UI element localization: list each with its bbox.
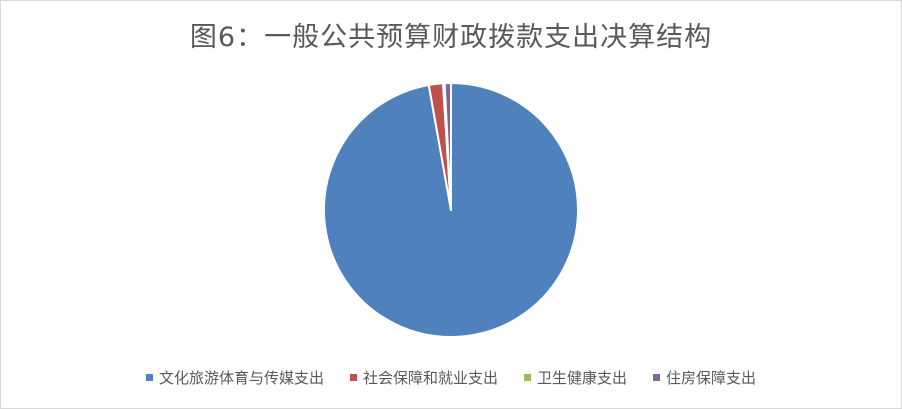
legend-swatch-2 bbox=[349, 374, 357, 381]
chart-title: 图6：一般公共预算财政拨款支出决算结构 bbox=[189, 22, 713, 53]
legend-item-1: 文化旅游体育与传媒支出 bbox=[145, 367, 324, 388]
legend-item-3: 卫生健康支出 bbox=[524, 367, 627, 388]
legend-swatch-1 bbox=[145, 374, 153, 381]
legend-swatch-4 bbox=[653, 374, 661, 381]
pie-slice-4 bbox=[443, 82, 452, 211]
chart-legend: 文化旅游体育与传媒支出 社会保障和就业支出 卫生健康支出 住房保障支出 bbox=[1, 367, 901, 388]
legend-item-2: 社会保障和就业支出 bbox=[349, 367, 498, 388]
legend-label-4: 住房保障支出 bbox=[666, 369, 757, 387]
legend-swatch-3 bbox=[524, 374, 531, 381]
legend-item-4: 住房保障支出 bbox=[653, 367, 756, 388]
legend-label-3: 卫生健康支出 bbox=[537, 369, 628, 387]
legend-label-1: 文化旅游体育与传媒支出 bbox=[158, 369, 324, 387]
pie-chart bbox=[323, 82, 579, 338]
legend-label-2: 社会保障和就业支出 bbox=[362, 369, 498, 387]
